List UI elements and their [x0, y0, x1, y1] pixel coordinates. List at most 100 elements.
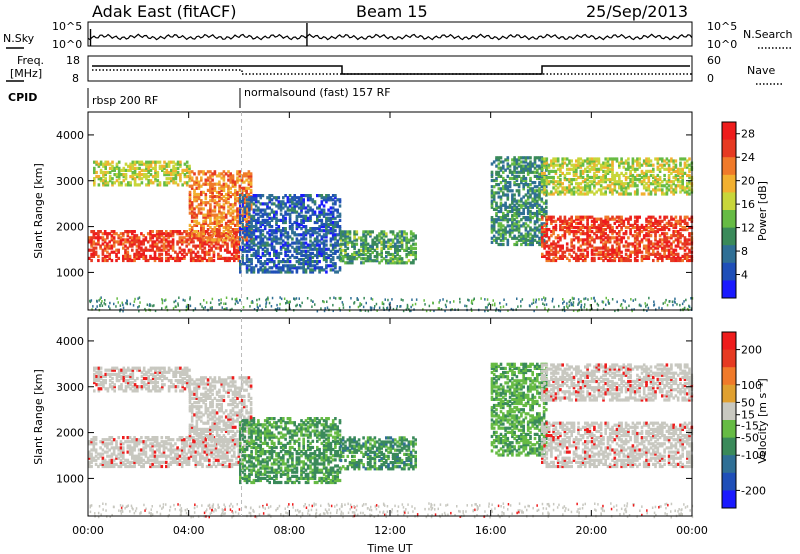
noise-cell [89, 300, 92, 304]
data-cell [252, 239, 256, 243]
data-cell [188, 170, 192, 174]
data-cell [202, 219, 205, 223]
data-cell [306, 243, 310, 247]
data-cell [622, 236, 626, 240]
data-cell [241, 253, 244, 258]
data-cell [405, 246, 408, 250]
data-cell [104, 162, 107, 166]
data-cell [529, 195, 532, 199]
data-cell [288, 212, 292, 216]
data-cell [656, 184, 660, 188]
data-cell [602, 165, 605, 169]
data-cell [676, 242, 680, 246]
data-cell [163, 166, 166, 170]
noise-cell [178, 296, 180, 299]
data-cell [334, 216, 337, 220]
data-cell [266, 241, 269, 245]
data-cell [284, 194, 287, 198]
data-cell [176, 162, 180, 166]
data-cell [599, 246, 603, 250]
data-cell [577, 182, 580, 186]
data-cell [286, 233, 290, 237]
data-cell [683, 186, 687, 190]
data-cell [615, 215, 619, 219]
data-cell [302, 258, 305, 262]
data-cell [559, 219, 562, 223]
data-cell [524, 222, 528, 226]
data-cell [593, 157, 596, 161]
data-cell [320, 266, 324, 270]
data-cell [590, 219, 594, 223]
data-cell [595, 246, 598, 250]
data-cell [162, 246, 166, 250]
data-cell [302, 260, 305, 264]
data-cell [252, 214, 256, 218]
data-cell [199, 240, 202, 244]
data-cell [656, 256, 660, 260]
data-cell [124, 168, 128, 172]
data-cell [158, 252, 161, 256]
data-cell [497, 228, 501, 232]
noise-cell [520, 304, 522, 308]
data-cell [495, 156, 498, 160]
data-cell [375, 234, 379, 238]
data-cell [588, 242, 592, 246]
data-cell [504, 214, 507, 218]
data-cell [199, 254, 202, 258]
data-cell [515, 178, 519, 183]
data-cell [306, 216, 310, 220]
data-cell [385, 255, 388, 259]
data-cell [224, 215, 228, 219]
data-cell [524, 166, 528, 170]
data-cell [158, 181, 162, 185]
data-cell [396, 248, 399, 252]
data-cell [122, 166, 126, 170]
data-cell [239, 231, 242, 235]
data-cell [636, 236, 639, 240]
noise-cell [621, 306, 624, 310]
data-cell [259, 237, 262, 241]
data-cell [504, 185, 507, 189]
data-cell [575, 167, 578, 171]
data-cell [572, 219, 576, 223]
data-cell [579, 192, 583, 196]
data-cell [615, 240, 619, 244]
data-cell [158, 160, 162, 164]
data-cell [257, 268, 260, 272]
data-cell [593, 180, 596, 184]
data-cell [647, 238, 651, 242]
data-cell [391, 240, 395, 244]
data-cell [206, 176, 210, 180]
data-cell [606, 217, 610, 221]
data-cell [194, 258, 198, 263]
data-cell [202, 190, 205, 194]
data-cell [631, 225, 635, 230]
data-cell [654, 192, 657, 196]
data-cell [382, 234, 386, 238]
data-cell [407, 252, 411, 257]
data-cell [559, 244, 562, 248]
data-cell [608, 248, 612, 252]
data-cell [126, 246, 130, 250]
data-cell [513, 162, 516, 166]
data-cell [304, 253, 308, 258]
data-cell [284, 241, 287, 245]
data-cell [316, 194, 319, 198]
noise-cell [589, 304, 592, 307]
data-cell [300, 245, 303, 249]
data-cell [593, 217, 596, 221]
data-cell [502, 236, 505, 240]
data-cell [222, 205, 226, 209]
data-cell [222, 238, 226, 242]
data-cell [327, 212, 330, 216]
data-cell [318, 245, 321, 249]
data-cell [661, 157, 664, 161]
data-cell [329, 210, 333, 214]
data-cell [331, 222, 335, 227]
noise-cell [471, 299, 473, 303]
data-cell [504, 236, 507, 240]
data-cell [195, 182, 199, 186]
data-cell [389, 238, 393, 242]
data-cell [581, 223, 585, 227]
data-cell [506, 205, 510, 209]
